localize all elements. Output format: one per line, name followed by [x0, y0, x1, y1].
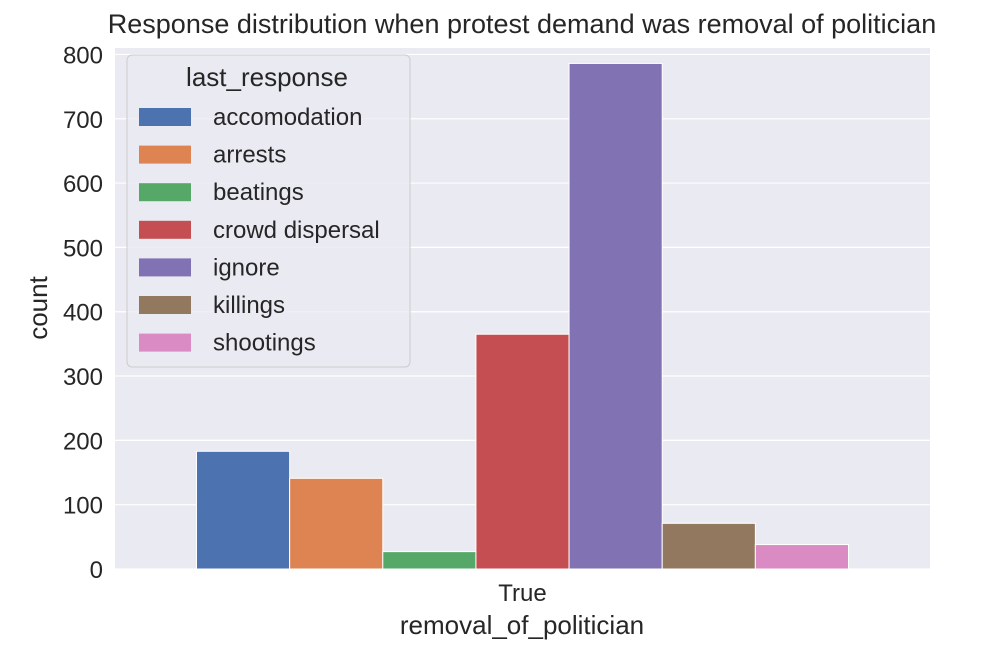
y-tick-labels: 0 100 200 300 400 500 600 700 800	[63, 42, 103, 584]
x-axis-label: removal_of_politician	[400, 610, 644, 640]
legend-items: accomodation arrests beatings crowd dispers…	[139, 104, 380, 357]
legend-swatch	[139, 220, 191, 239]
y-tick-label: 400	[63, 300, 103, 327]
legend-swatch	[139, 145, 191, 164]
bar-accomodation	[196, 450, 291, 570]
bar-killings	[661, 522, 756, 570]
legend-swatch	[139, 258, 191, 277]
legend-label: beatings	[213, 179, 304, 206]
legend-label: ignore	[213, 254, 280, 281]
y-tick-label: 700	[63, 107, 103, 134]
x-tick-labels: True	[498, 580, 546, 607]
bar-arrests	[289, 477, 384, 570]
legend-label: killings	[213, 292, 285, 319]
legend-swatch	[139, 333, 191, 352]
legend-swatch	[139, 108, 191, 126]
y-tick-label: 100	[63, 493, 103, 520]
bar-shootings	[754, 544, 849, 570]
bar-crowd-dispersal	[475, 333, 570, 570]
x-tick-label: True	[498, 580, 546, 607]
y-tick-label: 500	[63, 235, 103, 262]
bars	[196, 62, 849, 570]
legend: last_response accomodation arrests beating…	[126, 54, 411, 368]
legend-swatch	[139, 296, 191, 314]
y-tick-label: 300	[63, 364, 103, 391]
y-tick-label: 200	[63, 428, 103, 455]
legend-frame	[126, 54, 411, 368]
legend-label: shootings	[213, 330, 316, 357]
legend-label: crowd dispersal	[213, 217, 380, 244]
legend-label: arrests	[213, 142, 286, 169]
y-axis-label: count	[23, 275, 53, 339]
chart-title: Response distribution when protest deman…	[108, 9, 936, 39]
bar-beatings	[382, 551, 477, 570]
legend-label: accomodation	[213, 104, 362, 131]
y-tick-label: 600	[63, 171, 103, 198]
bar-ignore	[568, 62, 663, 570]
y-tick-label: 0	[90, 557, 103, 584]
y-tick-label: 800	[63, 42, 103, 69]
legend-title: last_response	[186, 62, 348, 92]
legend-swatch	[139, 183, 191, 202]
